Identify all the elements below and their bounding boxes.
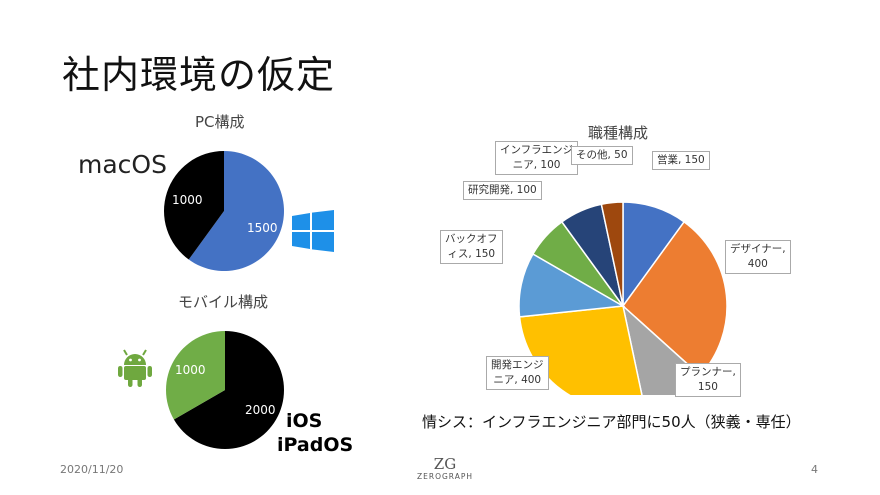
windows-logo-icon — [292, 210, 334, 252]
pie-slice-macos — [163, 151, 224, 260]
callout-dev-engineer: 開発エンジ ニア, 400 — [486, 356, 549, 390]
callout-back-office-text: バックオフ ィス, 150 — [445, 233, 498, 260]
callout-other-text: その他, 50 — [576, 149, 628, 161]
zerograph-logo: ZG ZEROGRAPH — [410, 456, 480, 481]
logo-mark: ZG — [433, 455, 457, 473]
pie-slice-other — [600, 201, 624, 307]
pc-pie-chart: 1000 1500 — [163, 151, 284, 271]
pc-label-win: 1500 — [247, 221, 278, 235]
infra-note: 情シス：インフラエンジニア部門に50人（狭義・専任） — [422, 413, 801, 431]
callout-research-text: 研究開発, 100 — [468, 184, 537, 196]
pc-subtitle: PC構成 — [195, 113, 245, 131]
mobile-label-ios: 2000 — [245, 403, 276, 417]
slide-date: 2020/11/20 — [60, 463, 124, 476]
callout-sales-text: 営業, 150 — [657, 154, 705, 166]
pie-slice-dev-engineer — [518, 305, 643, 395]
android-robot-icon — [118, 349, 152, 387]
ios-label: iOS — [286, 410, 323, 432]
slide-title: 社内環境の仮定 — [62, 53, 336, 97]
macos-label: macOS — [78, 150, 167, 179]
callout-other: その他, 50 — [571, 146, 633, 165]
mobile-subtitle: モバイル構成 — [178, 293, 269, 311]
pie-slice-designer — [621, 220, 728, 377]
mobile-label-android: 1000 — [175, 363, 206, 377]
page-number: 4 — [811, 463, 818, 476]
ipados-label: iPadOS — [277, 434, 354, 456]
pie-slice-ios — [173, 331, 284, 449]
pie-slice-android — [166, 331, 225, 420]
pie-slice-windows — [188, 151, 284, 271]
callout-planner-text: プランナー, 150 — [680, 366, 736, 393]
pc-label-mac: 1000 — [172, 193, 203, 207]
callout-research: 研究開発, 100 — [463, 181, 542, 200]
callout-designer: デザイナー, 400 — [725, 240, 791, 274]
callout-infra: インフラエンジ ニア, 100 — [495, 141, 579, 175]
mobile-pie-chart: 1000 2000 — [166, 331, 284, 449]
callout-planner: プランナー, 150 — [675, 363, 741, 397]
callout-dev-text: 開発エンジ ニア, 400 — [491, 359, 544, 386]
callout-designer-text: デザイナー, 400 — [730, 243, 786, 270]
callout-back-office: バックオフ ィス, 150 — [440, 230, 503, 264]
job-subtitle: 職種構成 — [588, 124, 649, 142]
logo-text: ZEROGRAPH — [416, 472, 473, 481]
callout-infra-text: インフラエンジ ニア, 100 — [500, 144, 574, 171]
callout-sales: 営業, 150 — [652, 151, 710, 170]
